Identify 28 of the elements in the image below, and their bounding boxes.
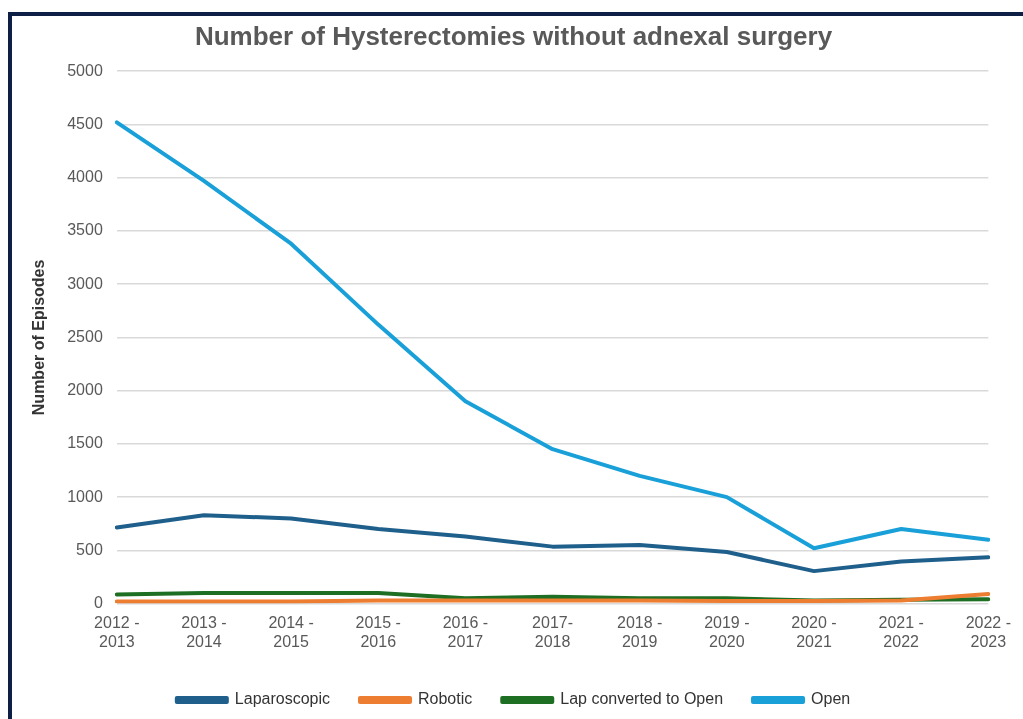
chart-title: Number of Hysterectomies without adnexal surgery	[194, 20, 833, 51]
x-tick-label: 2020 - 2021	[791, 613, 837, 650]
y-tick-label: 3000	[67, 274, 103, 292]
x-tick-label: 2015 - 2016	[355, 613, 401, 650]
x-tick-label: 2016 - 2017	[442, 613, 489, 650]
x-tick-label: 2022 - 2023	[965, 613, 1011, 650]
y-tick-label: 500	[76, 540, 103, 558]
y-axis-title: Number of Episodes	[30, 259, 48, 416]
x-tick-label: 2018 - 2019	[617, 613, 663, 650]
x-tick-label: 2021 - 2022	[878, 613, 924, 650]
y-tick-label: 5000	[67, 61, 103, 79]
legend-label: Open	[811, 690, 851, 708]
x-tick-label: 2012 - 2013	[94, 613, 140, 650]
y-tick-label: 2500	[67, 327, 103, 345]
y-tick-label: 3500	[67, 221, 103, 239]
x-tick-label: 2017- 2018	[532, 613, 574, 650]
x-tick-label: 2013 - 2014	[181, 613, 227, 650]
y-tick-label: 4500	[67, 114, 103, 132]
y-tick-label: 4000	[67, 168, 103, 186]
y-tick-label: 1500	[67, 434, 103, 452]
legend-label: Laparoscopic	[234, 690, 330, 708]
legend-label: Robotic	[418, 690, 473, 708]
x-tick-label: 2014 - 2015	[268, 613, 314, 650]
x-tick-label: 2019 - 2020	[704, 613, 750, 650]
legend-label: Lap converted to Open	[560, 690, 724, 708]
y-tick-label: 0	[93, 594, 103, 612]
y-tick-label: 1000	[67, 487, 103, 505]
y-tick-label: 2000	[67, 381, 103, 399]
